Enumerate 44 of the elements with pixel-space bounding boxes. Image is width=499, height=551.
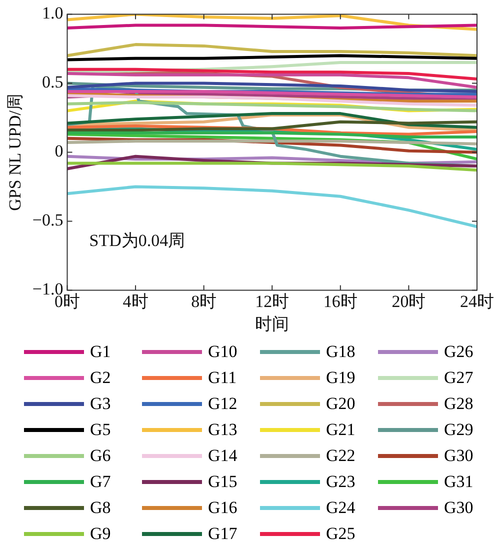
- y-tick-label: 1.0: [42, 4, 64, 23]
- x-axis-title: 时间: [255, 314, 290, 334]
- legend-label: G5: [90, 420, 111, 440]
- legend-label: G15: [208, 472, 238, 492]
- legend-label: G16: [208, 498, 238, 518]
- y-axis-title: GPS NL UPD/周: [6, 93, 25, 211]
- legend-label: G21: [326, 420, 356, 440]
- legend-label: G18: [326, 342, 356, 362]
- legend-label: G25: [326, 524, 356, 544]
- x-tick-label: 16时: [323, 292, 358, 311]
- legend-label: G24: [326, 498, 356, 518]
- legend-label: G30: [444, 498, 474, 518]
- x-tick-label: 12时: [255, 292, 290, 311]
- legend-label: G20: [326, 394, 356, 414]
- legend-label: G8: [90, 498, 111, 518]
- legend-label: G31: [444, 472, 474, 492]
- legend-label: G19: [326, 368, 356, 388]
- legend-label: G1: [90, 342, 111, 362]
- legend-label: G28: [444, 394, 474, 414]
- legend-label: G29: [444, 420, 474, 440]
- x-tick-label: 8时: [191, 292, 217, 311]
- legend-label: G11: [208, 368, 237, 388]
- legend-label: G23: [326, 472, 356, 492]
- legend-label: G6: [90, 446, 111, 466]
- annotation: STD为0.04周: [89, 231, 186, 250]
- legend-label: G2: [90, 368, 111, 388]
- legend-label: G22: [326, 446, 356, 466]
- legend-label: G10: [208, 342, 238, 362]
- legend-label: G30: [444, 446, 474, 466]
- legend-label: G12: [208, 394, 238, 414]
- x-tick-label: 4时: [122, 292, 148, 311]
- y-tick-label: −0.5: [32, 210, 64, 230]
- legend-label: G13: [208, 420, 238, 440]
- legend-label: G9: [90, 524, 111, 544]
- legend-label: G3: [90, 394, 111, 414]
- y-tick-label: 0.5: [42, 72, 64, 92]
- legend-label: G14: [208, 446, 238, 466]
- legend-label: G26: [444, 342, 474, 362]
- y-tick-label: 0: [54, 142, 64, 161]
- legend-label: G7: [90, 472, 111, 492]
- legend-label: G27: [444, 368, 474, 388]
- legend-label: G17: [208, 524, 238, 544]
- x-tick-label: 24时: [460, 292, 494, 311]
- x-tick-label: 20时: [392, 292, 426, 311]
